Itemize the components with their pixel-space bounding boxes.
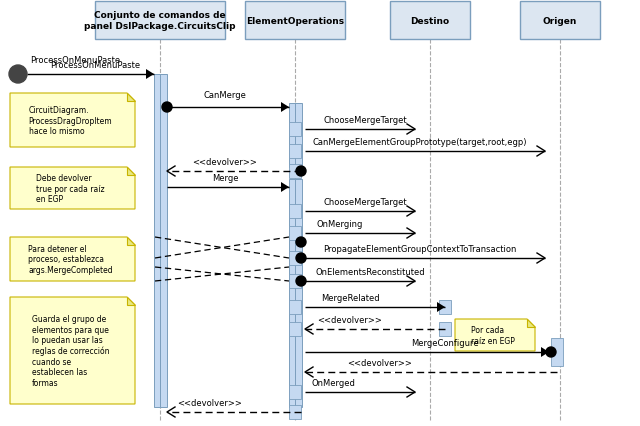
Text: CanMergeElementGroupPrototype(target,root,egp): CanMergeElementGroupPrototype(target,roo… <box>313 138 527 147</box>
Text: OnElementsReconstituted: OnElementsReconstituted <box>315 268 425 276</box>
Text: ChooseMergeTarget: ChooseMergeTarget <box>323 116 407 125</box>
Text: CanMerge: CanMerge <box>204 91 246 100</box>
Polygon shape <box>127 297 135 305</box>
Text: MergeRelated: MergeRelated <box>321 294 380 302</box>
Text: <<devolver>>: <<devolver>> <box>317 315 383 324</box>
Bar <box>289 123 301 137</box>
Text: OnMerged: OnMerged <box>311 378 355 387</box>
Bar <box>294 180 301 407</box>
Bar <box>289 300 301 314</box>
Bar <box>289 405 301 419</box>
Text: ElementOperations: ElementOperations <box>246 17 344 26</box>
Text: Debe devolver
true por cada raíz
en EGP: Debe devolver true por cada raíz en EGP <box>36 174 105 204</box>
Text: <<devolver>>: <<devolver>> <box>348 358 412 367</box>
Text: Guarda el grupo de
elementos para que
lo puedan usar las
reglas de corrección
cu: Guarda el grupo de elementos para que lo… <box>32 315 109 386</box>
Bar <box>294 104 301 167</box>
Text: <<devolver>>: <<devolver>> <box>177 398 243 407</box>
Circle shape <box>296 167 306 177</box>
Text: Destino: Destino <box>410 17 449 26</box>
Text: CircuitDiagram.
ProcessDragDropItem
hace lo mismo: CircuitDiagram. ProcessDragDropItem hace… <box>29 106 112 135</box>
Bar <box>289 145 301 158</box>
Polygon shape <box>10 94 135 148</box>
Text: PropagateElementGroupContextToTransaction: PropagateElementGroupContextToTransactio… <box>323 245 516 253</box>
Text: <<devolver>>: <<devolver>> <box>193 158 257 167</box>
Bar <box>289 164 301 178</box>
Bar <box>154 75 166 407</box>
Bar <box>439 300 451 314</box>
Circle shape <box>162 103 172 113</box>
Text: ProcessOnMenuPaste: ProcessOnMenuPaste <box>30 56 120 65</box>
Polygon shape <box>455 319 535 351</box>
Polygon shape <box>281 103 289 113</box>
Bar <box>390 2 470 40</box>
Bar <box>289 104 301 167</box>
Bar <box>551 338 563 366</box>
Polygon shape <box>127 167 135 176</box>
Circle shape <box>296 253 306 263</box>
Text: ProcessOnMenuPaste: ProcessOnMenuPaste <box>50 61 140 70</box>
Bar <box>439 322 451 336</box>
Polygon shape <box>541 347 549 357</box>
Polygon shape <box>10 237 135 281</box>
Bar <box>159 75 166 407</box>
Bar <box>95 2 225 40</box>
Text: Merge: Merge <box>212 173 238 183</box>
Polygon shape <box>127 237 135 245</box>
Polygon shape <box>527 319 535 327</box>
Bar <box>289 385 301 399</box>
Bar <box>289 274 301 288</box>
Bar <box>289 322 301 336</box>
Bar <box>289 251 301 265</box>
Bar <box>245 2 345 40</box>
Circle shape <box>9 66 27 84</box>
Polygon shape <box>437 302 445 312</box>
Bar <box>289 204 301 219</box>
Polygon shape <box>127 94 135 102</box>
Text: MergeConfigure: MergeConfigure <box>411 338 479 347</box>
Polygon shape <box>146 70 154 80</box>
Bar <box>520 2 600 40</box>
Circle shape <box>296 276 306 286</box>
Polygon shape <box>10 167 135 210</box>
Text: Por cada
raíz en EGP: Por cada raíz en EGP <box>471 325 515 345</box>
Circle shape <box>296 237 306 248</box>
Polygon shape <box>281 183 289 193</box>
Text: Origen: Origen <box>543 17 577 26</box>
Bar <box>289 180 301 407</box>
Polygon shape <box>10 297 135 404</box>
Text: ChooseMergeTarget: ChooseMergeTarget <box>323 198 407 207</box>
Bar <box>289 227 301 240</box>
Text: Conjunto de comandos de
panel DslPackage.CircuitsClip: Conjunto de comandos de panel DslPackage… <box>84 11 236 31</box>
Circle shape <box>546 347 556 357</box>
Text: OnMerging: OnMerging <box>317 219 363 228</box>
Text: Para detener el
proceso, establezca
args.MergeCompleted: Para detener el proceso, establezca args… <box>28 245 113 274</box>
